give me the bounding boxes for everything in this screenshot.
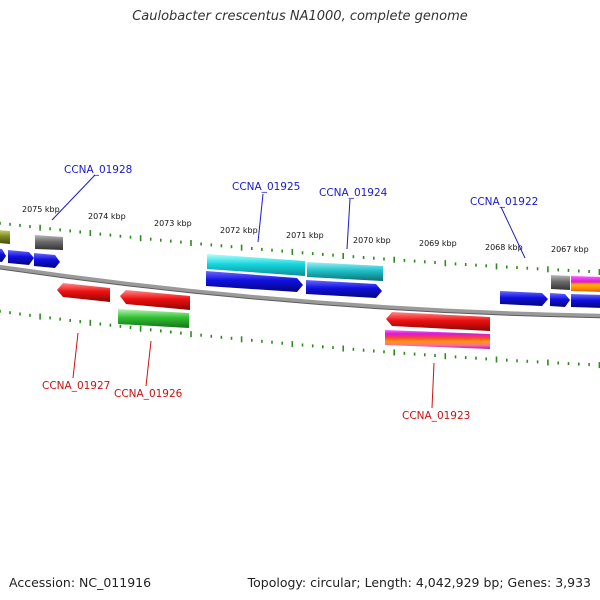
scale-label-2073: 2073 kbp xyxy=(154,219,192,228)
gene-label-ccna-01926: CCNA_01926 xyxy=(114,388,183,400)
gene-blue-c[interactable] xyxy=(34,253,60,268)
gene-blue-01924-lower[interactable] xyxy=(306,280,382,298)
scale-labels: 2075 kbp 2074 kbp 2073 kbp 2072 kbp 2071… xyxy=(22,205,589,254)
figure-title: Caulobacter crescentus NA1000, complete … xyxy=(132,9,468,24)
reverse-tick-track xyxy=(0,309,600,369)
gene-label-ccna-01922: CCNA_01922 xyxy=(470,196,538,208)
gene-ccna-01925[interactable] xyxy=(207,254,305,276)
gene-blue-01925-lower[interactable] xyxy=(206,271,303,292)
gene-label-ccna-01927: CCNA_01927 xyxy=(42,380,110,392)
leader-ccna-01927 xyxy=(72,332,79,379)
scale-label-2075: 2075 kbp xyxy=(22,205,60,214)
gene-label-ccna-01923: CCNA_01923 xyxy=(402,410,470,422)
gene-blue-a[interactable] xyxy=(0,248,6,262)
leader-ccna-01922 xyxy=(500,206,526,259)
accession-label: Accession: NC_011916 xyxy=(9,575,152,590)
scale-label-2069: 2069 kbp xyxy=(419,239,457,248)
gene-olive[interactable] xyxy=(0,230,10,244)
gene-ccna-01924[interactable] xyxy=(307,262,383,281)
scale-label-2074: 2074 kbp xyxy=(88,212,126,221)
leader-ccna-01926 xyxy=(145,340,152,387)
genome-summary-label: Topology: circular; Length: 4,042,929 bp… xyxy=(247,575,591,590)
leader-ccna-01923 xyxy=(431,362,435,409)
forward-tick-track xyxy=(0,221,600,275)
gene-label-ccna-01925: CCNA_01925 xyxy=(232,181,300,193)
forward-genes xyxy=(0,230,600,308)
gene-ccna-01926[interactable] xyxy=(118,309,189,328)
gene-ccna-01926-red[interactable] xyxy=(120,290,190,310)
gene-ccna-01923-red[interactable] xyxy=(386,312,490,331)
leader-ccna-01925 xyxy=(257,193,264,243)
leader-ccna-01928 xyxy=(51,174,96,221)
scale-label-2070: 2070 kbp xyxy=(353,236,391,245)
gene-blue-b[interactable] xyxy=(8,250,34,265)
gene-ccna-01923[interactable] xyxy=(385,330,490,349)
scale-label-2071: 2071 kbp xyxy=(286,231,324,240)
gene-label-ccna-01924: CCNA_01924 xyxy=(319,187,388,199)
gene-labels: CCNA_01928 CCNA_01925 CCNA_01924 CCNA_01… xyxy=(42,164,538,422)
gene-ccna-01927[interactable] xyxy=(57,283,110,302)
gene-blue-right-a[interactable] xyxy=(550,293,570,307)
genome-backbone xyxy=(0,264,600,318)
leader-ccna-01924 xyxy=(346,198,351,250)
gene-gray-2075[interactable] xyxy=(35,235,63,250)
label-leaders xyxy=(51,174,526,409)
gene-blue-right-b[interactable] xyxy=(571,294,600,308)
gene-label-ccna-01928: CCNA_01928 xyxy=(64,164,132,176)
scale-label-2067: 2067 kbp xyxy=(551,245,589,254)
genome-backbone-shadow xyxy=(0,268,600,319)
gene-stripe-right[interactable] xyxy=(571,276,600,292)
scale-label-2068: 2068 kbp xyxy=(485,243,523,252)
scale-label-2072: 2072 kbp xyxy=(220,226,258,235)
reverse-genes xyxy=(57,283,490,349)
gene-blue-01922[interactable] xyxy=(500,291,548,306)
gene-ccna-01922[interactable] xyxy=(551,275,570,290)
